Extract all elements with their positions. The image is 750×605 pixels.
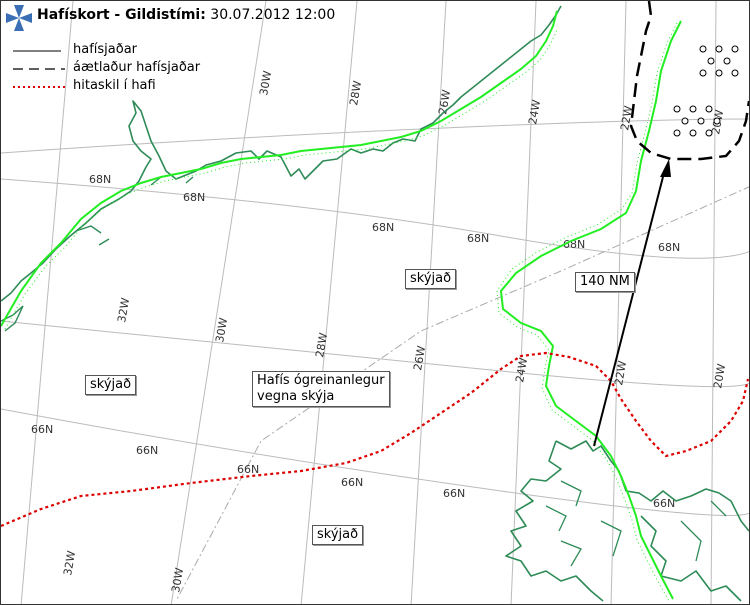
ice-note-line-2: vegna skýja — [257, 389, 335, 404]
lat-label-68n: 68N — [183, 191, 205, 204]
lat-label-66n: 66N — [341, 476, 363, 489]
ice-concentration-symbols — [673, 45, 739, 137]
greenland-islands — [75, 176, 194, 246]
lon-label-30w: 30W — [257, 70, 274, 97]
iceland-fjords — [545, 480, 727, 567]
legend-symbols — [13, 50, 65, 88]
lon-label-24w: 24W — [513, 357, 530, 384]
arrow-head — [660, 159, 671, 177]
ice-edge-line — [1, 10, 558, 327]
lon-label-28w: 28W — [347, 80, 364, 107]
boundary-line — [175, 186, 749, 602]
cloudy-label: skýjað — [312, 525, 364, 545]
lat-label-68n: 68N — [89, 173, 111, 186]
ice-edge-fringe-east — [496, 22, 678, 602]
greenland-fjord — [1, 305, 24, 332]
cloudy-label: skýjað — [85, 375, 137, 395]
lon-label-30w: 30W — [213, 317, 230, 344]
iceland-coast — [505, 440, 749, 602]
imo-logo-icon — [6, 5, 32, 31]
lat-label-66n: 66N — [443, 487, 465, 500]
lat-label-66n: 66N — [31, 423, 53, 436]
lat-label-68n: 68N — [467, 232, 489, 245]
ice-edge-line-east — [499, 20, 682, 600]
lat-label-66n: 66N — [136, 444, 158, 457]
longitude-lines — [20, 1, 717, 604]
distance-label: 140 NM — [575, 272, 635, 292]
ice-note-line-1: Hafís ógreinanlegur — [257, 373, 385, 388]
legend-ice-edge: hafísjaðar — [73, 42, 138, 57]
ocean-front-line — [1, 351, 749, 528]
legend-estimated-ice-edge: áætlaður hafísjaðar — [73, 60, 201, 75]
lat-label-66n: 66N — [237, 463, 259, 476]
lon-label-32w: 32W — [61, 550, 78, 577]
cloudy-label: skýjað — [405, 269, 457, 289]
graticule-labels: 68N 68N 68N 68N 68N 68N 66N 66N 66N 66N … — [31, 70, 728, 594]
ice-undetectable-note: Hafís ógreinanlegur vegna skýja — [252, 371, 390, 407]
lon-label-28w: 28W — [313, 332, 330, 359]
lon-label-20w: 20W — [711, 363, 728, 390]
lon-label-24w: 24W — [526, 99, 543, 126]
lon-label-32w: 32W — [115, 297, 132, 324]
lat-label-68n: 68N — [658, 241, 680, 254]
greenland-coast — [1, 5, 562, 302]
map-header: Hafískort - Gildistími: 30.07.2012 12:00 — [37, 7, 335, 23]
legend-ocean-front: hitaskil í hafi — [73, 78, 156, 93]
lat-label-68n: 68N — [372, 221, 394, 234]
lon-label-22w: 22W — [612, 360, 629, 387]
lat-label-66n: 66N — [653, 497, 675, 510]
lon-label-26w: 26W — [411, 345, 428, 372]
valid-datetime: 30.07.2012 12:00 — [210, 7, 336, 23]
distance-arrow — [593, 168, 666, 447]
lon-label-30w: 30W — [169, 567, 186, 594]
map-title: Hafískort - Gildistími: — [37, 7, 206, 23]
